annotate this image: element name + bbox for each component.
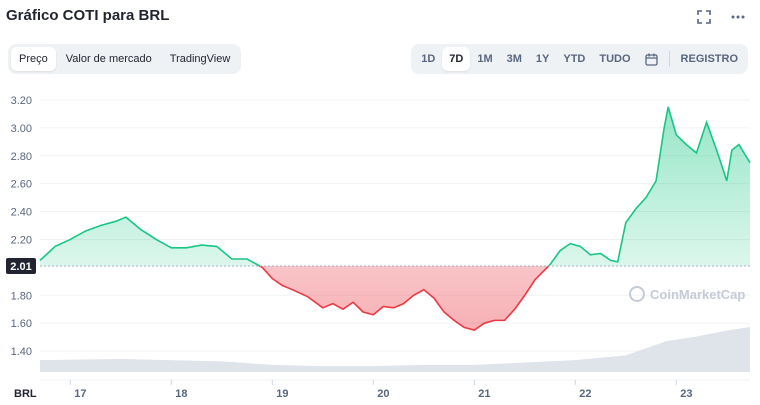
log-scale-button[interactable]: REGISTRO: [680, 53, 738, 65]
x-tick-label: 17: [74, 388, 86, 400]
coinmarketcap-logo-icon: [629, 286, 645, 302]
range-1m[interactable]: 1M: [477, 53, 493, 65]
range-1d[interactable]: 1D: [421, 53, 436, 65]
price-line: [39, 106, 751, 332]
area-above-baseline: [40, 106, 750, 266]
watermark-text: CoinMarketCap: [650, 287, 745, 302]
watermark: CoinMarketCap: [629, 286, 745, 302]
range-7d[interactable]: 7D: [442, 47, 471, 71]
tab-market-cap[interactable]: Valor de mercado: [65, 53, 152, 65]
line-above-baseline: [39, 106, 751, 266]
tab-divider: [668, 51, 670, 67]
range-1y[interactable]: 1Y: [535, 53, 550, 65]
area-below-baseline: [40, 265, 750, 331]
y-tick-label: 2.20: [11, 234, 32, 246]
price-area: [40, 106, 750, 331]
calendar-icon: [644, 53, 658, 66]
baseline-value: 2.01: [10, 261, 31, 273]
x-axis: BRL 17 18 19 20 21 22 23: [14, 379, 750, 400]
range-ytd[interactable]: YTD: [563, 53, 586, 65]
y-axis: 3.20 3.00 2.80 2.60 2.40 2.20 1.80 1.60 1.40: [11, 95, 32, 358]
baseline-badge: [6, 257, 36, 274]
tab-price[interactable]: Preço: [11, 47, 56, 71]
x-tick-label: 20: [377, 388, 389, 400]
y-tick-label: 3.20: [11, 95, 32, 107]
calendar-button[interactable]: [638, 47, 665, 71]
baseline-marker: 2.01: [6, 257, 750, 274]
more-icon[interactable]: [730, 9, 746, 25]
y-tick-label: 2.80: [11, 151, 32, 163]
y-tick-label: 2.40: [11, 207, 32, 219]
volume-series: [40, 327, 750, 372]
tab-tradingview[interactable]: TradingView: [169, 53, 231, 65]
chart-grid: [40, 99, 750, 352]
x-tick-label: 21: [478, 388, 490, 400]
range-all[interactable]: TUDO: [599, 53, 631, 65]
range-3m[interactable]: 3M: [506, 53, 522, 65]
expand-icon[interactable]: [696, 9, 712, 25]
x-tick-label: 22: [579, 388, 591, 400]
x-tick-label: 19: [276, 388, 288, 400]
x-unit-label: BRL: [14, 388, 37, 400]
price-chart[interactable]: 2.01 3.20 3.00 2.80 2.60 2.40 2.20 1.80 1.60 1.4…: [0, 84, 760, 405]
header-actions: [696, 9, 746, 25]
y-tick-label: 1.80: [11, 290, 32, 302]
y-tick-label: 1.40: [11, 346, 32, 358]
y-tick-label: 1.60: [11, 318, 32, 330]
line-below-baseline: [258, 265, 550, 332]
y-tick-label: 3.00: [11, 123, 32, 135]
y-tick-label: 2.60: [11, 179, 32, 191]
x-tick-label: 23: [680, 388, 692, 400]
page-title: Gráfico COTI para BRL: [6, 7, 170, 24]
x-tick-label: 18: [175, 388, 187, 400]
volume-area: [40, 327, 750, 372]
chart-type-tabs: Preço Valor de mercado TradingView: [8, 44, 242, 74]
time-range-tabs: 1D 7D 1M 3M 1Y YTD TUDO REGISTRO: [411, 44, 748, 74]
